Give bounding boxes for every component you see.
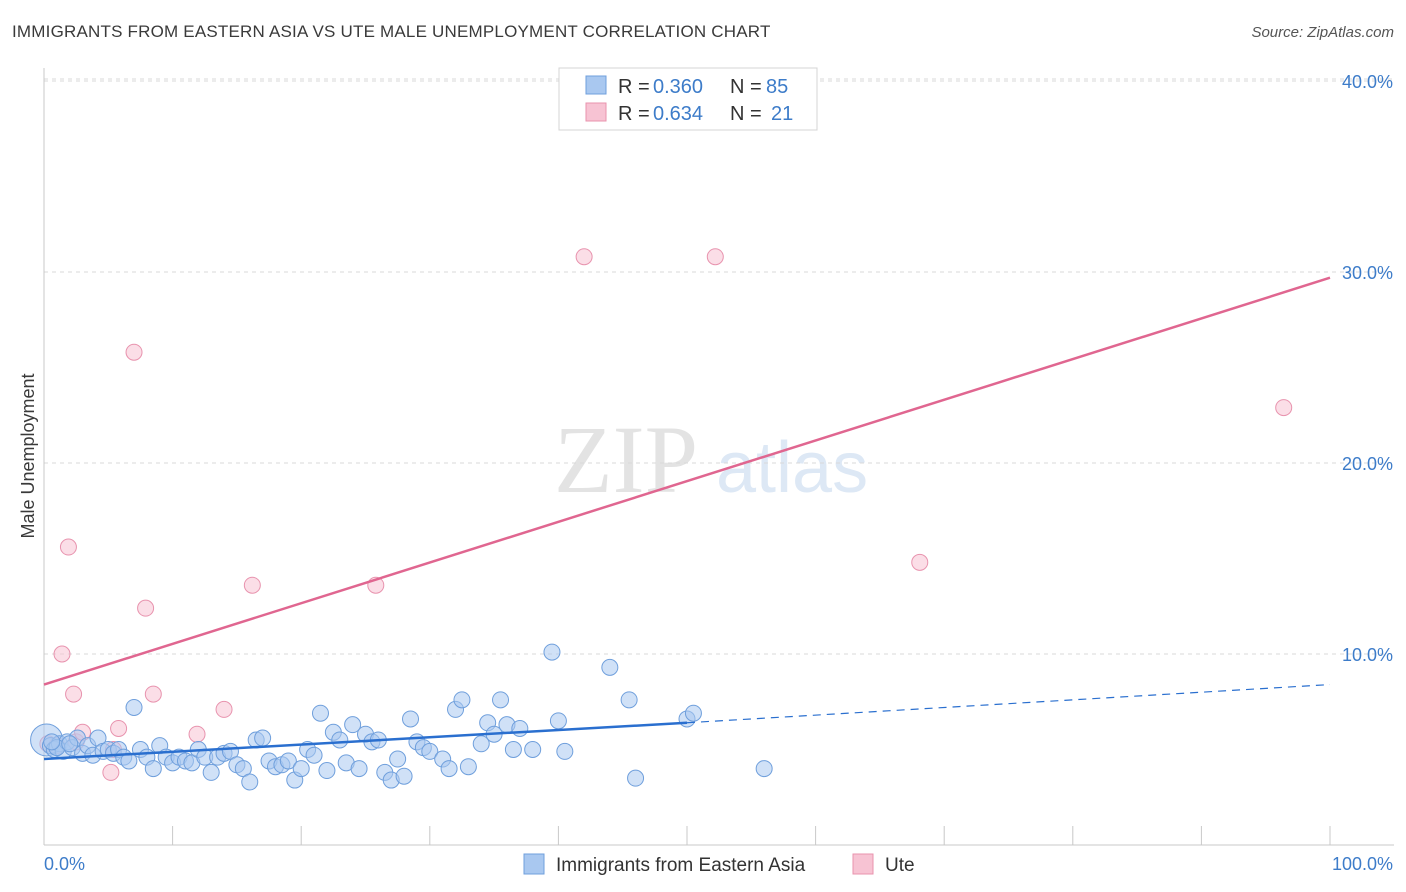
y-tick-label: 10.0% xyxy=(1342,645,1393,665)
eastern-asia-point xyxy=(61,735,79,753)
watermark: ZIP atlas xyxy=(554,406,868,513)
ute-point xyxy=(110,719,128,737)
eastern-asia-point xyxy=(254,729,272,747)
ute-point xyxy=(65,685,83,703)
eastern-asia-point xyxy=(511,719,529,737)
ute-point xyxy=(575,248,593,266)
legend-pink-n-label: N = xyxy=(730,103,762,125)
x-tick-label-max: 100.0% xyxy=(1332,854,1393,874)
legend-pink-n-value: 21 xyxy=(771,103,793,125)
gridlines xyxy=(44,78,1394,655)
eastern-asia-point xyxy=(144,760,162,778)
y-tick-labels: 10.0% 20.0% 30.0% 40.0% xyxy=(1342,72,1393,665)
eastern-asia-point xyxy=(755,760,773,778)
eastern-asia-point xyxy=(120,752,138,770)
chart-title: IMMIGRANTS FROM EASTERN ASIA VS UTE MALE… xyxy=(12,22,771,41)
eastern-asia-point xyxy=(305,746,323,764)
legend-bottom-pink-label: Ute xyxy=(885,855,915,876)
eastern-asia-point xyxy=(459,758,477,776)
eastern-asia-point xyxy=(331,731,349,749)
legend-blue-r-value: 0.360 xyxy=(653,76,703,98)
legend-blue-n-value: 85 xyxy=(766,76,788,98)
ute-point xyxy=(188,725,206,743)
eastern-asia-point xyxy=(125,698,143,716)
eastern-asia-point xyxy=(279,752,297,770)
eastern-asia-point xyxy=(292,760,310,778)
legend-bottom: Immigrants from Eastern Asia Ute xyxy=(523,853,915,876)
legend-pink-r-label: R = xyxy=(618,103,650,125)
legend-bottom-blue-swatch xyxy=(523,853,545,875)
legend-top: R = 0.360 N = 85 R = 0.634 N = 21 xyxy=(558,67,818,131)
eastern-asia-point xyxy=(202,763,220,781)
eastern-asia-point xyxy=(524,741,542,758)
eastern-asia-point xyxy=(556,742,574,760)
legend-blue-r-label: R = xyxy=(618,76,650,98)
eastern-asia-point xyxy=(350,760,368,778)
ute-point xyxy=(911,553,929,571)
eastern-asia-point xyxy=(543,643,561,661)
eastern-asia-point xyxy=(453,691,471,709)
eastern-asia-point xyxy=(43,733,61,751)
ute-point xyxy=(1275,399,1293,417)
eastern-asia-point xyxy=(472,735,490,753)
ute-point xyxy=(243,576,261,594)
eastern-asia-point xyxy=(504,741,522,758)
eastern-asia-point xyxy=(627,769,645,787)
eastern-asia-point xyxy=(344,716,362,734)
eastern-asia-point xyxy=(241,773,259,791)
y-tick-label: 30.0% xyxy=(1342,263,1393,283)
ute-point xyxy=(53,645,71,663)
legend-pink-r-value: 0.634 xyxy=(653,103,703,125)
watermark-atlas: atlas xyxy=(716,428,868,508)
y-tick-label: 40.0% xyxy=(1342,72,1393,92)
source-label: Source: ZipAtlas.com xyxy=(1251,24,1394,41)
eastern-asia-point xyxy=(311,704,329,722)
legend-blue-swatch xyxy=(585,75,607,95)
eastern-asia-point xyxy=(620,691,638,709)
ute-trend-line xyxy=(43,276,1331,686)
eastern-asia-point xyxy=(318,762,336,780)
eastern-asia-trend-line xyxy=(43,721,688,761)
legend-bottom-blue-label: Immigrants from Eastern Asia xyxy=(556,855,806,876)
eastern-asia-point xyxy=(492,691,510,709)
y-axis-label: Male Unemployment xyxy=(18,373,38,538)
legend-pink-swatch xyxy=(585,102,607,122)
eastern-asia-point xyxy=(395,767,413,785)
eastern-asia-point xyxy=(389,750,407,768)
trend-lines xyxy=(43,276,1331,761)
legend-bottom-pink-swatch xyxy=(852,853,874,875)
eastern-asia-trend-extension xyxy=(686,683,1331,724)
eastern-asia-point xyxy=(421,742,439,760)
legend-blue-n-label: N = xyxy=(730,76,762,98)
eastern-asia-point xyxy=(440,760,458,778)
ute-point xyxy=(215,700,233,718)
ute-points xyxy=(39,248,1293,781)
x-ticks xyxy=(172,826,1331,845)
ute-point xyxy=(137,599,155,617)
ute-point xyxy=(59,538,77,556)
eastern-asia-points xyxy=(30,643,773,791)
ute-point xyxy=(144,685,162,703)
eastern-asia-point xyxy=(684,704,702,722)
ute-point xyxy=(102,763,120,781)
x-tick-label-min: 0.0% xyxy=(44,854,85,874)
y-tick-label: 20.0% xyxy=(1342,454,1393,474)
ute-point xyxy=(706,248,724,266)
eastern-asia-point xyxy=(549,712,567,730)
eastern-asia-point xyxy=(402,710,420,728)
eastern-asia-point xyxy=(601,658,619,676)
watermark-zip: ZIP xyxy=(554,406,698,513)
ute-point xyxy=(125,343,143,361)
